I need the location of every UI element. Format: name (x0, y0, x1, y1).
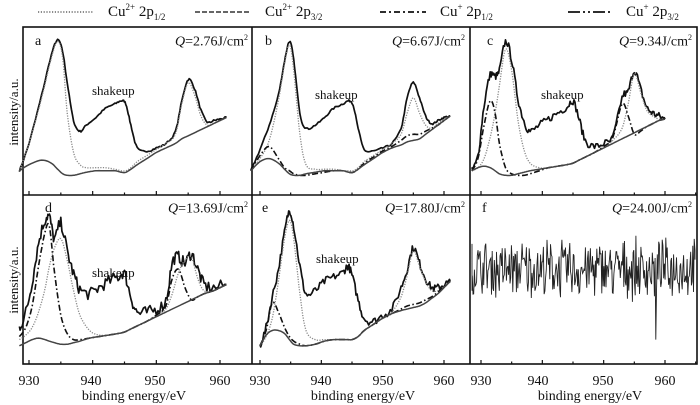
series-e-background (259, 281, 451, 347)
q-label-b: Q=6.67J/cm2 (392, 33, 465, 50)
series-b-background (250, 115, 451, 177)
series-d-background (19, 283, 227, 347)
series-e-measured (259, 210, 451, 348)
legend-item-cu2-2p12: Cu2+ 2p1/2 (38, 2, 165, 22)
x-tick-label-e-950: 950 (372, 374, 394, 389)
panel-label-b: b (265, 34, 272, 49)
series-b-cu-fit (250, 115, 451, 177)
series-e-cu2-2p3-2-fit (259, 219, 451, 347)
q-label-e: Q=17.80J/cm2 (385, 200, 465, 217)
legend-line-dashdotdot (568, 11, 612, 13)
x-tick-label-e-960: 960 (433, 374, 455, 389)
x-tick-label-e-930: 930 (249, 374, 271, 389)
series-d-measured (18, 213, 227, 331)
legend-line-dashdot (380, 11, 426, 13)
series-f-noise (471, 235, 696, 340)
x-axis-label-d: binding energy/eV (81, 389, 187, 404)
legend: Cu2+ 2p1/2 Cu2+ 2p3/2 Cu+ 2p1/2 Cu+ 2p3/… (0, 0, 700, 26)
q-label-a: Q=2.76J/cm2 (175, 33, 248, 50)
legend-item-cu1-2p32: Cu+ 2p3/2 (568, 2, 679, 22)
series-a-background (18, 116, 227, 177)
x-tick-label-f-930: 930 (470, 374, 492, 389)
series-a-cu2-2p3-2-fit (18, 40, 227, 172)
x-tick-label-d-940: 940 (80, 374, 102, 389)
series-c-background (471, 118, 666, 177)
annotation-shakeup-b: shakeup (315, 87, 358, 102)
q-label-f: Q=24.00J/cm2 (612, 200, 692, 217)
x-tick-label-d-930: 930 (18, 374, 40, 389)
q-label-c: Q=9.34J/cm2 (619, 33, 692, 50)
legend-line-dotted (38, 11, 94, 13)
panel-label-e: e (262, 201, 269, 216)
x-tick-label-d-960: 960 (209, 374, 231, 389)
legend-line-dashed (195, 11, 251, 13)
series-b-measured (250, 40, 451, 171)
x-axis-label-f: binding energy/eV (537, 389, 643, 404)
panel-label-a: a (35, 34, 42, 49)
series-a-measured (18, 38, 228, 172)
series-b-cu2-2p3-2-fit (250, 43, 451, 172)
annotation-shakeup-c: shakeup (541, 87, 584, 102)
legend-item-cu2-2p32: Cu2+ 2p3/2 (195, 2, 322, 22)
x-tick-label-d-950: 950 (144, 374, 166, 389)
series-d-cu2-2p3-2-fit (19, 237, 227, 341)
x-axis-label-e: binding energy/eV (310, 389, 416, 404)
panel-label-d: d (45, 201, 52, 216)
x-tick-label-f-950: 950 (592, 374, 614, 389)
panel-label-c: c (487, 34, 494, 49)
annotation-shakeup-e: shakeup (316, 251, 359, 266)
annotation-shakeup-a: shakeup (92, 83, 135, 98)
panel-label-f: f (482, 201, 487, 216)
annotation-shakeup-d: shakeup (92, 265, 135, 280)
series-d-cu-fit (18, 222, 227, 341)
q-label-d: Q=13.69J/cm2 (168, 200, 248, 217)
x-tick-label-e-940: 940 (310, 374, 332, 389)
x-tick-label-f-940: 940 (527, 374, 549, 389)
x-tick-label-f-960: 960 (654, 374, 676, 389)
legend-item-cu1-2p12: Cu+ 2p1/2 (380, 2, 493, 22)
series-c-measured (471, 39, 666, 170)
